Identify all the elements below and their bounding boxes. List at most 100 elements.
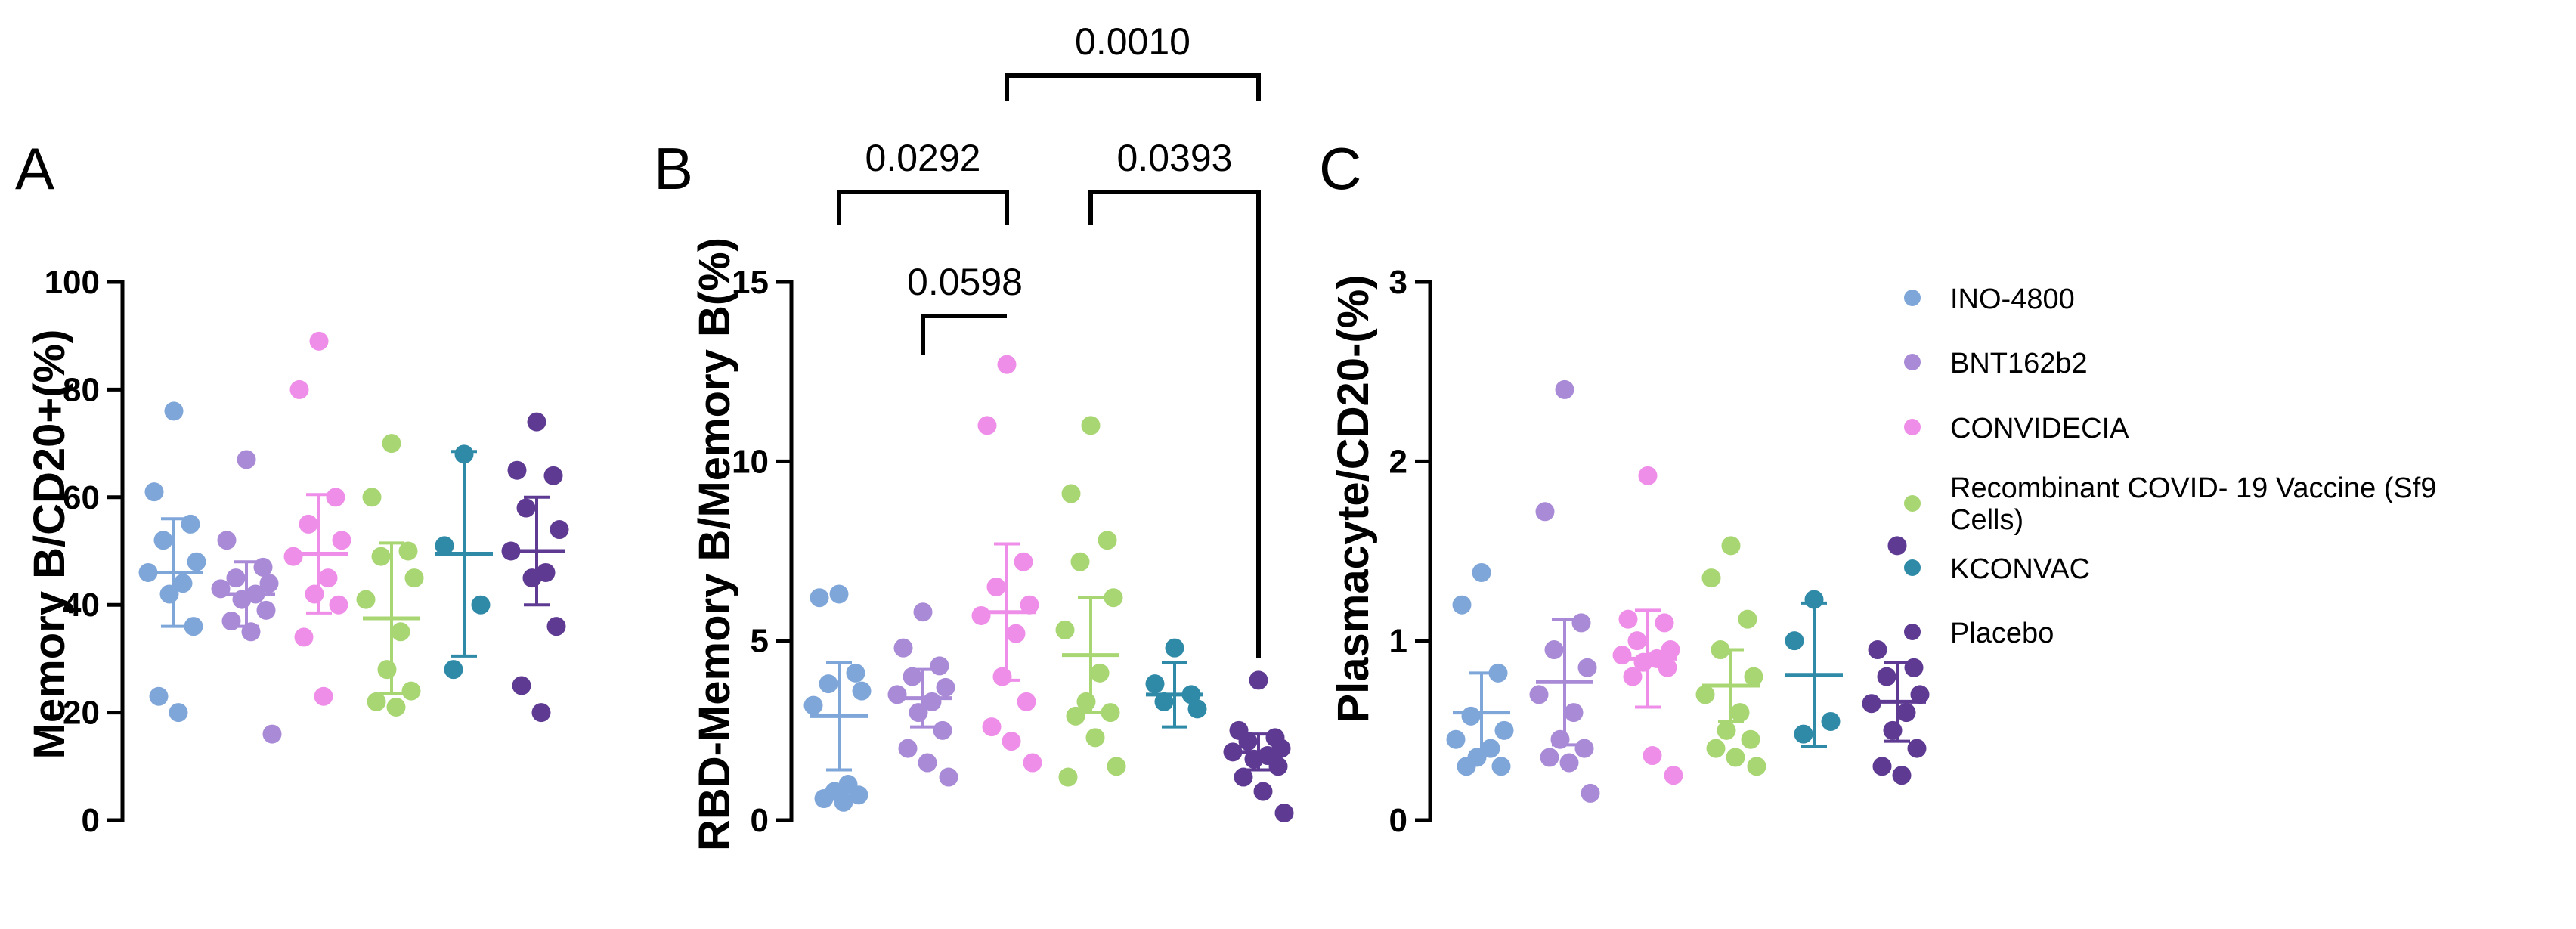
panel-a-point [543, 466, 563, 485]
legend-label-bnt162b2: BNT162b2 [1950, 348, 2088, 379]
panel-a-point [153, 531, 173, 550]
panel-a-point [546, 617, 566, 636]
panel-c-ytick-label: 3 [1389, 264, 1407, 301]
panel-b-point [849, 785, 868, 805]
panel-c-point [1730, 703, 1750, 723]
panel-b-point [846, 663, 865, 683]
panel-a-ytick-label: 20 [63, 695, 100, 732]
legend-swatch-bnt162b2 [1904, 354, 1921, 370]
panel-a-point [283, 547, 303, 566]
panel-b-point [803, 695, 823, 715]
panel-c-point [1571, 613, 1591, 633]
panel-a-point [398, 541, 418, 561]
panel-a-point [527, 412, 546, 432]
panel-a-point [362, 488, 382, 507]
panel-a-point [404, 568, 424, 588]
panel-c-point [1695, 685, 1715, 704]
panel-a-point [507, 460, 527, 480]
panel-c-point [1446, 729, 1466, 749]
panel-a-point [531, 703, 551, 723]
panel-a-point [237, 450, 256, 469]
panel-a-point [144, 482, 164, 502]
panel-a-ytick-label: 100 [45, 264, 100, 301]
panel-c-point [1529, 685, 1549, 704]
panel-a-point [512, 676, 531, 695]
panel-b-point [1165, 638, 1184, 658]
panel-c-point [1494, 720, 1514, 740]
panel-a-ytick-label: 0 [82, 802, 100, 839]
legend-label-convidecia: CONVIDECIA [1950, 413, 2129, 444]
panel-c-point [1555, 379, 1574, 399]
panel-b-point [1145, 674, 1165, 694]
panel-a-point [516, 498, 536, 518]
panel-a-point [318, 568, 338, 588]
legend-label-kconvac: KCONVAC [1950, 553, 2090, 585]
panel-b-letter: B [654, 135, 693, 202]
panel-c-point [1488, 663, 1508, 683]
significance-bracket [837, 190, 1009, 225]
panel-c-point [1721, 536, 1741, 556]
panel-c-point [1577, 658, 1597, 677]
panel-b-y-axis-label: RBD-Memory B/Memory B(%) [690, 237, 739, 851]
panel-b-point [977, 416, 997, 435]
p-value-label: 0.0393 [1117, 137, 1233, 179]
panel-c-point [1472, 562, 1491, 582]
panel-c-point [1491, 757, 1511, 776]
panel-b-point [997, 355, 1017, 374]
panel-c-point [1559, 753, 1579, 773]
panel-a-point [391, 622, 410, 642]
panel-b-point [1058, 767, 1078, 787]
panel-c-point [1872, 757, 1892, 776]
panel-c-point [1643, 746, 1662, 766]
panel-a-point [309, 331, 329, 351]
panel-c-point [1910, 685, 1930, 704]
panel-b-point [936, 677, 955, 697]
panel-c-point [1661, 640, 1680, 660]
panel-b-point [1070, 552, 1090, 571]
p-value-label: 0.0292 [865, 137, 981, 179]
panel-b-point [819, 674, 838, 694]
panel-a-point [173, 574, 193, 593]
significance-bracket [1088, 190, 1261, 658]
panel-b-point [1187, 699, 1207, 719]
panel-a-y-axis-label: Memory B/CD20+(%) [25, 330, 74, 760]
panel-b-point [1154, 692, 1174, 711]
panel-a: A Memory B/CD20+(%) 0 20 40 60 80 100 [15, 135, 569, 839]
panel-c-point [1535, 502, 1555, 522]
panel-b-point [1253, 782, 1273, 801]
panel-b-ytick-label: 5 [751, 623, 769, 660]
panel-b-point [986, 577, 1006, 596]
legend-swatch-convidecia [1904, 419, 1921, 435]
panel-b-point [1055, 620, 1075, 639]
panel-b-point [1002, 732, 1021, 751]
panel-a-point [159, 584, 179, 604]
panel-a-point [329, 595, 348, 615]
panel-b-point [909, 703, 928, 723]
panel-c-point [1887, 536, 1907, 556]
panel-b-point [1104, 588, 1123, 608]
panel-b-ytick-label: 10 [732, 443, 769, 480]
panel-c-point [1744, 667, 1763, 686]
panel-c-point [1794, 724, 1813, 744]
panel-c-point [1785, 631, 1804, 651]
panel-a-ytick-label: 40 [63, 587, 100, 624]
panel-a-point [332, 531, 351, 550]
panel-c-point [1868, 640, 1887, 660]
panel-c-point [1574, 739, 1594, 758]
panel-a-point [314, 686, 333, 706]
legend-swatch-placebo [1904, 624, 1921, 640]
p-value-label: 0.0598 [907, 261, 1023, 303]
panel-a-point [289, 379, 309, 399]
panel-c-point [1896, 703, 1916, 723]
legend-label-ino-4800: INO-4800 [1950, 283, 2075, 315]
panel-c-point [1581, 783, 1600, 803]
panel-c-point [1612, 646, 1632, 665]
panel-a-point [550, 520, 569, 540]
panel-a-point [256, 600, 276, 620]
panel-a-point [377, 660, 397, 680]
panel-b-point [1066, 706, 1085, 726]
panel-b-point [913, 602, 933, 622]
panel-c-point [1738, 609, 1757, 629]
panel-c-point [1907, 739, 1927, 758]
panel-c-point [1627, 631, 1647, 651]
